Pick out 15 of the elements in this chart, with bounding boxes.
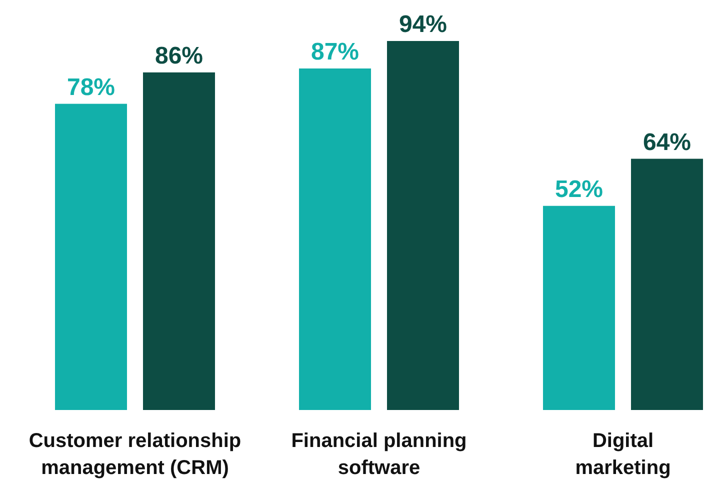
bar [543, 206, 615, 410]
bar [387, 41, 459, 410]
x-tick-label: Customer relationship management (CRM) [28, 430, 242, 479]
bar [299, 68, 371, 410]
data-label: 94% [398, 11, 448, 38]
data-label: 64% [642, 128, 692, 156]
data-label: 87% [310, 38, 360, 66]
data-label: 86% [154, 42, 204, 70]
x-tick-label: Financial planning software [291, 430, 467, 479]
bar [631, 158, 703, 410]
data-label: 52% [554, 176, 604, 203]
x-tick-label: Digital marketing [575, 430, 671, 479]
bar [55, 104, 127, 410]
data-label: 78% [66, 74, 116, 101]
bar [143, 72, 215, 410]
